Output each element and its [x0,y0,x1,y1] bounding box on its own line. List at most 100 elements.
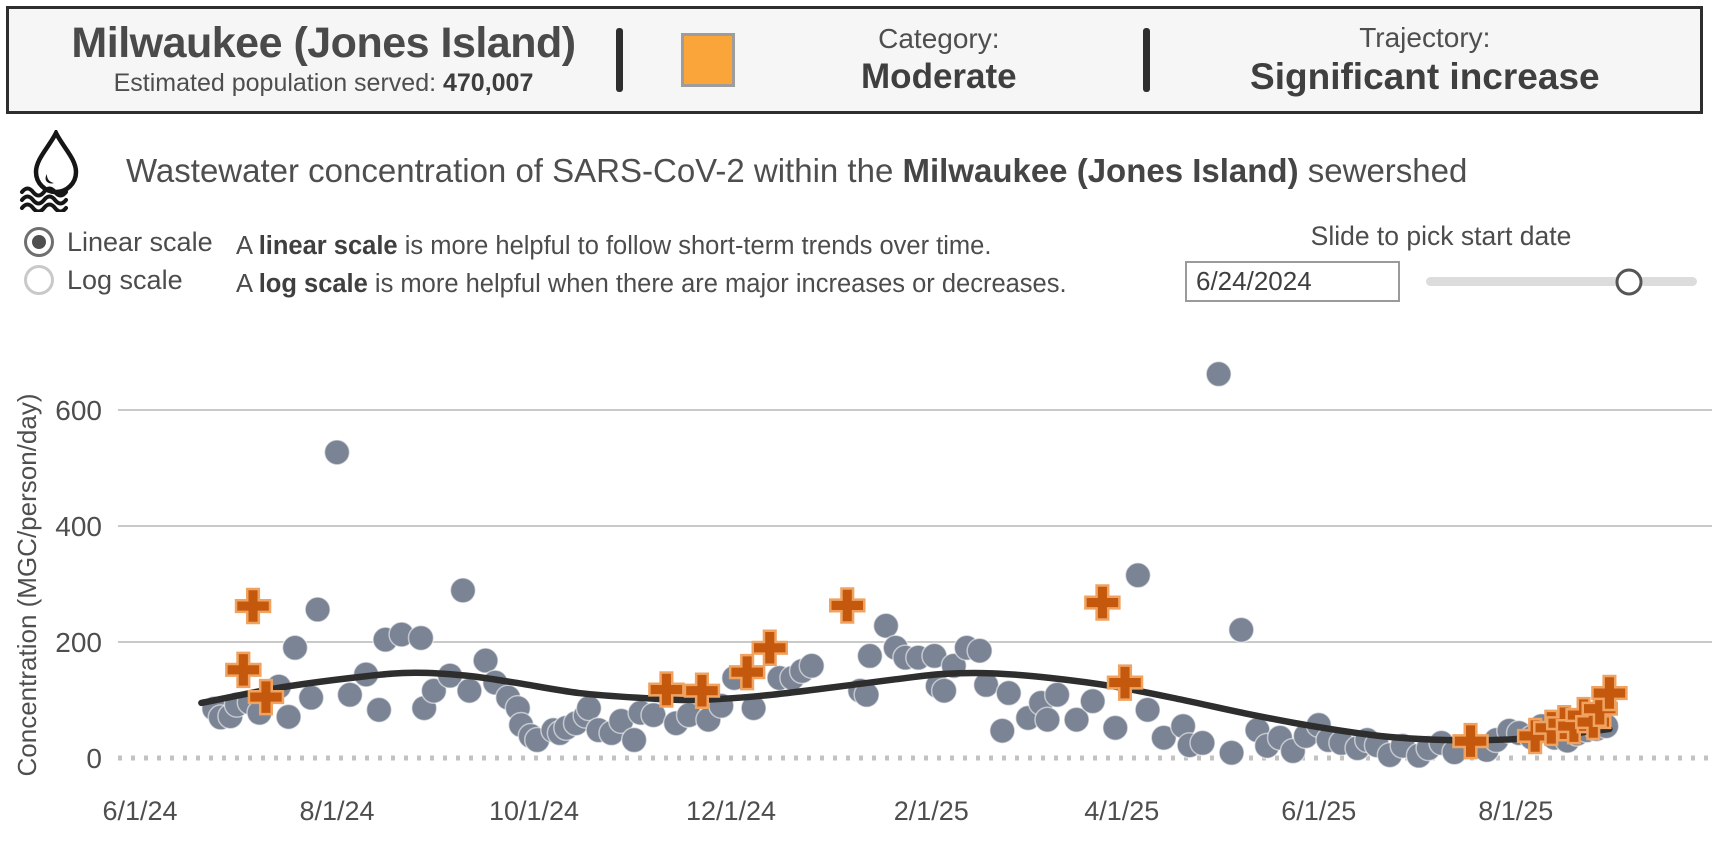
population-served: Estimated population served: 470,007 [31,69,616,98]
sample-point[interactable] [275,703,302,731]
sample-point[interactable] [995,679,1022,707]
chart-area: Concentration (MGC/person/day) 0 200 400 60… [0,315,1712,841]
start-date-slider[interactable] [1426,268,1697,295]
site-name: Milwaukee (Jones Island) [71,19,576,68]
data-points [201,360,1620,769]
sample-point[interactable] [966,637,993,664]
x-tick-label: 6/1/25 [1281,796,1356,826]
highlighted-sample-point[interactable] [1106,664,1144,701]
highlighted-sample-point[interactable] [829,587,866,624]
trend-layer [198,669,1613,744]
site-title-block: Milwaukee (Jones Island) Estimated popul… [31,19,616,98]
scale-help-line-1: A linear scale is more helpful to follow… [236,232,992,260]
sample-point[interactable] [407,624,435,652]
sample-point[interactable] [1205,360,1232,388]
start-date-picker: Slide to pick start date [1185,221,1697,302]
sample-point[interactable] [323,439,351,466]
sample-point[interactable] [575,694,603,722]
radio-log-scale[interactable]: Log scale [24,261,213,299]
sample-point[interactable] [336,681,364,709]
sample-point[interactable] [1079,687,1106,715]
category-color-square [681,33,735,87]
water-drop-waves-icon [20,130,79,212]
radio-selected-icon[interactable] [24,227,54,257]
slider-handle[interactable] [1615,268,1643,295]
sample-point[interactable] [872,612,900,640]
sample-point[interactable] [456,677,483,704]
sample-point[interactable] [297,684,325,711]
sample-point[interactable] [449,577,477,604]
sample-point[interactable] [1228,616,1255,644]
sample-point[interactable] [281,634,309,662]
highlighted-sample-point[interactable] [648,671,685,708]
sample-point[interactable] [365,696,393,724]
sample-point[interactable] [989,717,1016,744]
highlighted-sample-point[interactable] [751,629,789,667]
chart-title: Wastewater concentration of SARS-CoV-2 w… [126,152,1467,190]
chart-title-suffix: sewershed [1298,152,1468,189]
slider-label: Slide to pick start date [1310,221,1572,251]
sample-point[interactable] [1124,562,1152,589]
sample-point[interactable] [1063,706,1090,733]
trajectory-label: Trajectory: [1359,22,1491,53]
y-tick-label: 200 [55,627,102,658]
x-tick-label: 10/1/24 [489,796,579,826]
y-tick-label: 0 [86,743,102,774]
category-block: Category: Moderate [735,23,1143,97]
highlighted-sample-point[interactable] [247,678,285,716]
highlighted-sample-point[interactable] [1452,722,1489,760]
highlighted-sample-point[interactable] [1084,584,1121,621]
sample-point[interactable] [930,677,958,704]
trajectory-value: Significant increase [1250,56,1600,97]
sample-point[interactable] [304,596,331,623]
radio-log-label: Log scale [67,264,183,295]
chart-title-site: Milwaukee (Jones Island) [902,152,1299,189]
sample-point[interactable] [1043,681,1071,709]
category-label: Category: [878,23,1000,54]
highlighted-sample-point[interactable] [1591,674,1628,712]
highlighted-sample-point[interactable] [225,651,262,689]
sample-point[interactable] [798,652,825,680]
highlighted-sample-point[interactable] [728,653,766,691]
x-tick-label: 8/1/25 [1478,796,1553,826]
x-tick-label: 6/1/24 [102,796,177,826]
sample-point[interactable] [620,726,648,754]
separator-bar [616,28,623,92]
site-summary-banner: Milwaukee (Jones Island) Estimated popul… [6,6,1703,114]
y-tick-label: 600 [55,395,102,426]
sample-point[interactable] [856,642,884,670]
sample-point[interactable] [1034,706,1061,733]
sample-point[interactable] [472,647,499,674]
population-value: 470,007 [442,68,534,97]
x-tick-label: 2/1/25 [894,796,969,826]
chart-title-prefix: Wastewater concentration of SARS-CoV-2 w… [126,152,903,189]
separator-bar [1142,28,1150,92]
scale-radio-group: Linear scale Log scale [24,223,213,299]
y-tick-label: 400 [55,511,102,542]
category-value: Moderate [861,57,1017,96]
sample-point[interactable] [420,677,448,704]
x-tick-label: 12/1/24 [686,796,776,826]
scale-help-text: A linear scale is more helpful to follow… [236,227,1067,304]
gridlines: 0 200 400 600 [55,395,1712,774]
highlighted-points [225,584,1628,760]
sample-point[interactable] [1134,696,1161,724]
y-axis-title: Concentration (MGC/person/day) [12,394,42,777]
highlighted-sample-point[interactable] [683,672,721,709]
radio-linear-label: Linear scale [67,226,213,257]
chart-controls: Linear scale Log scale A linear scale is… [0,221,1712,307]
sample-point[interactable] [1102,714,1129,742]
x-tick-label: 8/1/24 [299,796,374,826]
trend-line [198,669,1613,744]
start-date-input[interactable] [1185,261,1400,302]
scale-help-line-2: A log scale is more helpful when there a… [236,270,1067,299]
radio-unselected-icon[interactable] [24,265,54,295]
chart-heading: Wastewater concentration of SARS-CoV-2 w… [16,130,1467,212]
radio-linear-scale[interactable]: Linear scale [24,223,213,261]
highlighted-sample-point[interactable] [234,587,272,625]
sample-point[interactable] [1189,729,1216,757]
sample-point[interactable] [1150,724,1178,751]
x-axis-labels: 6/1/24 8/1/24 10/1/24 12/1/24 2/1/25 4/1/25 6/… [102,796,1553,826]
sample-point[interactable] [1218,739,1245,767]
